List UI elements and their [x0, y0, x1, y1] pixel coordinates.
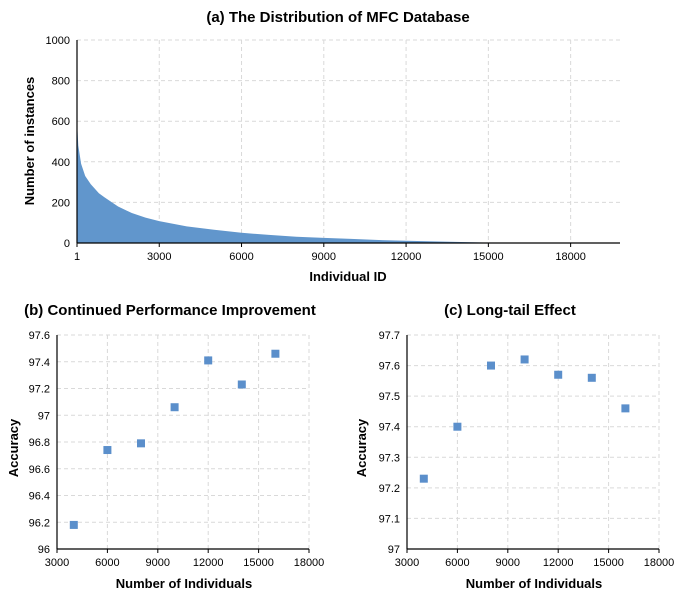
chart-distribution: (a) The Distribution of MFC Database 0 20… — [22, 9, 620, 284]
chart-a-xtick-label: 18000 — [555, 251, 586, 263]
chart-b-ytick-label: 97.4 — [29, 357, 50, 369]
chart-c-points — [419, 355, 630, 483]
chart-a-ylabel: Number of instances — [22, 77, 37, 206]
chart-a-ytick-label: 0 — [64, 238, 70, 250]
chart-c-point — [419, 474, 428, 483]
chart-a-ticks: 0 200 400 600 800 1000 1 3000 6000 9000 12000 15000… — [46, 35, 586, 263]
chart-c-point — [621, 404, 630, 413]
chart-c-point — [554, 370, 563, 379]
chart-b-ytick-label: 96.4 — [29, 491, 50, 503]
chart-c-ytick-label: 97 — [388, 544, 400, 556]
chart-c-xtick-label: 3000 — [395, 557, 419, 569]
chart-b-points — [69, 349, 280, 529]
chart-b-xtick-label: 18000 — [294, 557, 325, 569]
chart-b-xtick-label: 3000 — [45, 557, 69, 569]
chart-c-grid — [407, 334, 660, 549]
chart-b-grid — [57, 334, 310, 549]
chart-a-ytick-label: 400 — [52, 157, 70, 169]
chart-b-point — [103, 446, 112, 455]
chart-c-axes — [406, 335, 659, 550]
chart-b-xtick-label: 6000 — [95, 557, 119, 569]
chart-a-xtick-label: 6000 — [229, 251, 253, 263]
chart-b-ytick-label: 96.6 — [29, 464, 50, 476]
chart-b-ylabel: Accuracy — [6, 418, 21, 477]
chart-b-point — [137, 439, 145, 448]
chart-c-xtick-label: 12000 — [543, 557, 574, 569]
chart-c-ytick-label: 97.3 — [379, 452, 400, 464]
chart-a-xtick-label: 3000 — [147, 251, 171, 263]
chart-c-point — [520, 355, 529, 364]
chart-a-ytick-label: 800 — [52, 76, 70, 88]
chart-a-title: (a) The Distribution of MFC Database — [206, 9, 469, 26]
chart-c-point — [587, 373, 596, 382]
chart-b-axes — [56, 335, 309, 550]
chart-b-point — [69, 520, 78, 529]
chart-c-point — [487, 361, 495, 370]
chart-b-point — [237, 380, 246, 389]
chart-a-ytick-label: 600 — [52, 116, 70, 128]
chart-b-ytick-label: 96 — [38, 544, 50, 556]
chart-b-point — [170, 403, 179, 412]
chart-c-ytick-label: 97.1 — [379, 513, 400, 525]
chart-b-point — [204, 356, 213, 365]
chart-a-grid — [77, 39, 620, 243]
chart-c-ytick-label: 97.2 — [379, 483, 400, 495]
chart-a-ytick-label: 1000 — [46, 35, 70, 47]
chart-b-ytick-label: 97.2 — [29, 384, 50, 396]
chart-a-ytick-label: 200 — [52, 197, 70, 209]
chart-c-xtick-label: 15000 — [593, 557, 624, 569]
chart-c-title: (c) Long-tail Effect — [444, 302, 576, 319]
chart-b-ytick-label: 97 — [38, 410, 50, 422]
chart-a-xtick-label: 12000 — [391, 251, 422, 263]
chart-c-point — [453, 422, 462, 431]
chart-a-xtick-label: 1 — [74, 251, 80, 263]
chart-b-xtick-label: 15000 — [243, 557, 274, 569]
chart-b-xtick-label: 9000 — [146, 557, 170, 569]
chart-b-xlabel: Number of Individuals — [116, 576, 253, 591]
chart-b-ytick-label: 97.6 — [29, 330, 50, 342]
chart-c-ticks: 97 97.1 97.2 97.3 97.4 97.5 97.6 97.7 3000 6000 90… — [379, 330, 675, 569]
chart-c-xtick-label: 18000 — [644, 557, 675, 569]
chart-c-xtick-label: 9000 — [496, 557, 520, 569]
chart-performance: (b) Continued Performance Improvement 96… — [6, 302, 324, 591]
chart-long-tail: (c) Long-tail Effect 9797.197.297.397.49… — [354, 302, 674, 591]
chart-b-title: (b) Continued Performance Improvement — [24, 302, 316, 319]
chart-a-xtick-label: 15000 — [473, 251, 504, 263]
chart-a-axes — [76, 40, 620, 244]
chart-a-area — [77, 121, 620, 243]
chart-b-xtick-label: 12000 — [193, 557, 224, 569]
chart-c-ytick-label: 97.7 — [379, 330, 400, 342]
chart-b-ytick-label: 96.2 — [29, 517, 50, 529]
chart-b-ytick-label: 96.8 — [29, 437, 50, 449]
chart-a-xtick-label: 9000 — [312, 251, 336, 263]
chart-c-ytick-label: 97.6 — [379, 361, 400, 373]
chart-c-ytick-label: 97.4 — [379, 422, 400, 434]
chart-c-ylabel: Accuracy — [354, 418, 369, 477]
chart-c-ytick-label: 97.5 — [379, 391, 400, 403]
chart-a-xlabel: Individual ID — [309, 269, 386, 284]
chart-c-xlabel: Number of Individuals — [466, 576, 603, 591]
chart-b-point — [271, 349, 280, 358]
chart-c-xtick-label: 6000 — [445, 557, 469, 569]
chart-b-ticks: 96 96.2 96.4 96.6 96.8 97 97.2 97.4 97.6 3000 6000… — [29, 330, 325, 569]
